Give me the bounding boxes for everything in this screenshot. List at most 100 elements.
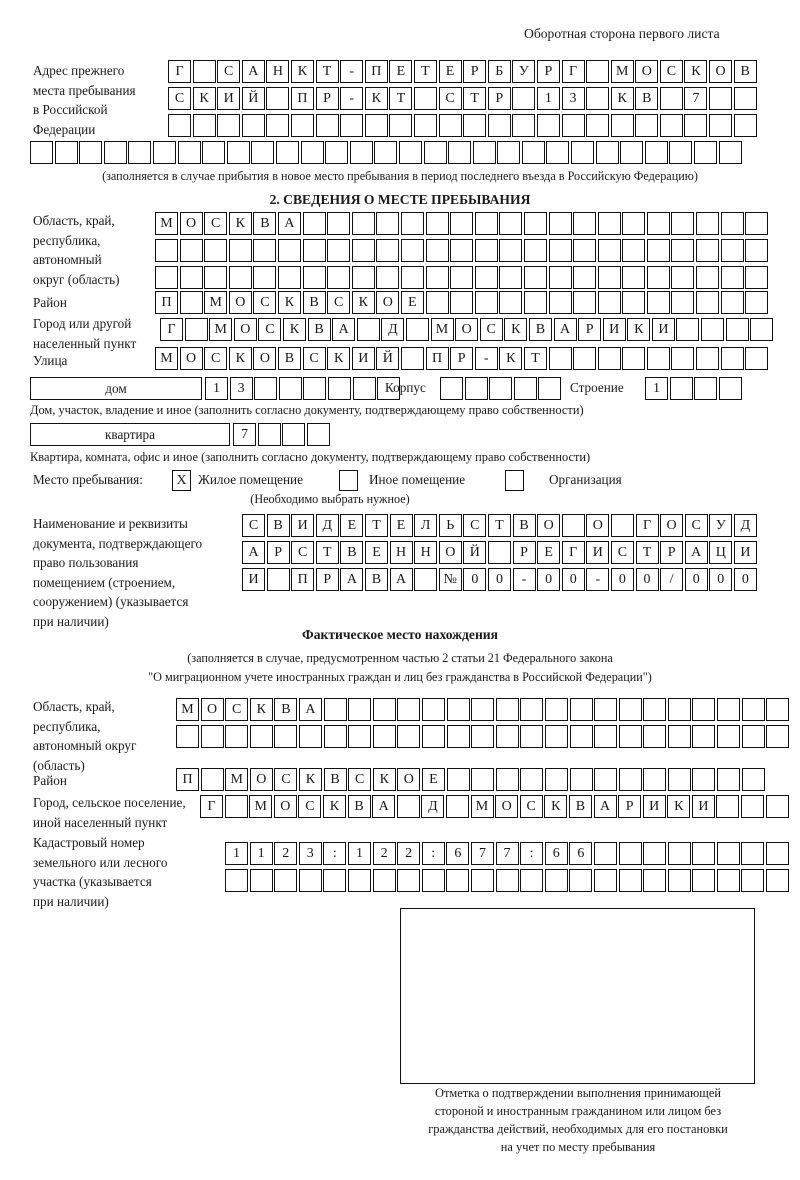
form-cell[interactable] [716,842,740,865]
form-cell[interactable]: 0 [635,568,659,591]
form-cell[interactable] [720,347,744,370]
stroenie-cells[interactable]: 1 [645,377,743,400]
form-cell[interactable]: М [430,318,454,341]
form-cell[interactable] [593,869,617,892]
form-cell[interactable] [618,698,642,721]
form-cell[interactable]: К [504,318,528,341]
form-cell[interactable]: 0 [733,568,757,591]
form-cell[interactable] [671,347,695,370]
form-cell[interactable] [450,266,474,289]
form-cell[interactable] [266,114,290,137]
form-cell[interactable] [499,291,523,314]
form-cell[interactable]: М [470,795,494,818]
form-cell[interactable]: Д [733,514,757,537]
form-cell[interactable] [745,291,769,314]
form-cell[interactable] [389,114,413,137]
form-cell[interactable]: С [519,795,543,818]
form-cell[interactable] [745,266,769,289]
form-cell[interactable] [717,698,741,721]
form-cell[interactable] [646,291,670,314]
form-cell[interactable] [372,869,396,892]
form-cell[interactable]: А [242,541,265,564]
form-cell[interactable] [659,114,683,137]
form-cell[interactable]: О [455,318,479,341]
form-cell[interactable]: П [364,60,388,83]
form-cell[interactable] [716,869,740,892]
form-cell[interactable] [766,869,790,892]
form-cell[interactable] [523,239,547,262]
form-cell[interactable]: Т [413,60,437,83]
form-cell[interactable] [694,377,718,400]
form-cell[interactable] [179,266,203,289]
form-cell[interactable]: Е [364,541,388,564]
form-cell[interactable]: Т [487,514,511,537]
form-cell[interactable]: М [176,698,199,721]
form-cell[interactable]: О [253,347,277,370]
form-cell[interactable]: С [204,212,228,235]
form-cell[interactable] [594,725,618,748]
form-cell[interactable] [377,377,401,400]
form-cell[interactable]: Н [414,541,438,564]
form-cell[interactable] [179,291,203,314]
form-cell[interactable]: И [586,541,610,564]
form-cell[interactable] [327,377,351,400]
form-cell[interactable]: 6 [544,842,568,865]
form-cell[interactable] [446,698,470,721]
form-cell[interactable] [643,698,667,721]
form-cell[interactable] [610,114,634,137]
form-cell[interactable]: С [479,318,503,341]
form-cell[interactable] [277,266,301,289]
form-cell[interactable] [249,725,273,748]
form-cell[interactable]: Г [561,60,585,83]
form-cell[interactable]: Е [340,514,364,537]
form-cell[interactable]: О [660,514,684,537]
form-cell[interactable] [421,725,445,748]
form-cell[interactable] [470,869,494,892]
form-cell[interactable]: А [332,318,356,341]
form-cell[interactable] [425,212,449,235]
form-cell[interactable] [741,698,765,721]
form-cell[interactable]: В [253,212,277,235]
form-cell[interactable] [573,239,597,262]
form-cell[interactable]: К [249,698,273,721]
form-cell[interactable]: С [225,698,249,721]
form-cell[interactable] [766,698,790,721]
form-cell[interactable]: Е [421,768,445,791]
form-cell[interactable] [745,239,769,262]
form-cell[interactable] [671,291,695,314]
form-cell[interactable]: Т [635,541,659,564]
form-cell[interactable] [152,141,176,164]
form-cell[interactable]: И [351,347,375,370]
form-cell[interactable] [315,114,339,137]
form-cell[interactable] [646,212,670,235]
form-cell[interactable]: - [586,568,610,591]
form-cell[interactable] [302,266,326,289]
form-cell[interactable] [356,318,380,341]
form-cell[interactable] [128,141,152,164]
form-cell[interactable] [520,698,544,721]
form-cell[interactable] [597,291,621,314]
form-cell[interactable]: В [512,514,536,537]
form-cell[interactable]: Ь [438,514,462,537]
form-cell[interactable]: И [733,541,757,564]
form-cell[interactable]: К [351,291,375,314]
form-cell[interactable] [499,239,523,262]
form-cell[interactable] [548,239,572,262]
form-cell[interactable]: Н [389,541,413,564]
form-cell[interactable]: : [520,842,544,865]
form-cell[interactable]: В [323,768,347,791]
form-cell[interactable]: В [347,795,371,818]
form-cell[interactable] [593,842,617,865]
form-cell[interactable]: А [298,698,322,721]
form-cell[interactable]: С [302,347,326,370]
form-cell[interactable]: 1 [225,842,248,865]
form-cell[interactable]: С [327,291,351,314]
form-cell[interactable]: О [709,60,733,83]
form-cell[interactable]: С [204,347,228,370]
stay-type-checkbox-other[interactable] [339,470,358,491]
form-cell[interactable]: К [228,212,252,235]
